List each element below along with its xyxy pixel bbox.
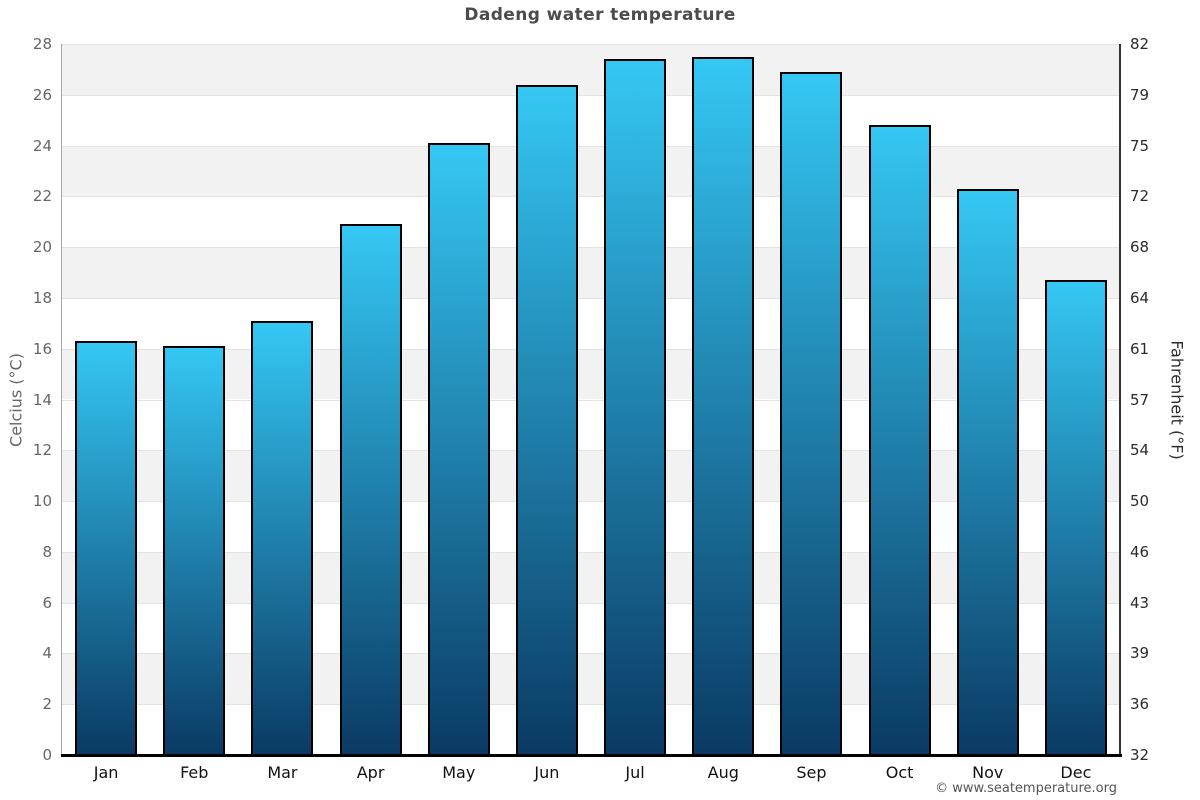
bar-mar (251, 320, 314, 755)
background-band-4-6 (62, 602, 1120, 654)
month-label-apr: Apr (356, 763, 385, 782)
celsius-tick-4: 4 (42, 644, 52, 663)
fahrenheit-tick-57: 57 (1130, 390, 1150, 409)
background-band-18-20 (62, 247, 1120, 298)
celsius-tick-16: 16 (32, 339, 52, 358)
bar-oct (868, 125, 931, 755)
bar-may (427, 143, 490, 755)
copyright-text: © www.seatemperature.org (935, 781, 1117, 796)
month-label-feb: Feb (180, 763, 209, 782)
bar-feb (163, 346, 226, 755)
fahrenheit-tick-46: 46 (1130, 542, 1150, 561)
fahrenheit-tick-64: 64 (1130, 288, 1150, 307)
x-axis-line (61, 754, 1122, 757)
fahrenheit-tick-43: 43 (1130, 593, 1150, 612)
bar-aug (692, 56, 755, 755)
fahrenheit-tick-32: 32 (1130, 746, 1150, 764)
background-band-6-8 (62, 551, 1120, 603)
fahrenheit-tick-68: 68 (1130, 238, 1150, 257)
background-band-0-2 (62, 704, 1120, 755)
background-band-8-10 (62, 501, 1120, 552)
celsius-tick-12: 12 (32, 441, 52, 460)
celsius-tick-2: 2 (42, 695, 52, 714)
celsius-tick-6: 6 (42, 593, 52, 612)
bar-dec (1044, 280, 1107, 755)
celsius-tick-22: 22 (32, 187, 52, 206)
celsius-tick-28: 28 (32, 35, 52, 53)
background-band-22-24 (62, 145, 1120, 197)
celsius-tick-8: 8 (42, 542, 52, 561)
fahrenheit-tick-54: 54 (1130, 441, 1150, 460)
background-band-24-26 (62, 94, 1120, 146)
background-band-20-22 (62, 196, 1120, 248)
plot-area (62, 44, 1120, 755)
month-label-mar: Mar (267, 763, 298, 782)
month-label-aug: Aug (707, 763, 739, 782)
month-label-jan: Jan (93, 763, 119, 782)
celsius-tick-10: 10 (32, 492, 52, 511)
fahrenheit-tick-39: 39 (1130, 644, 1150, 663)
fahrenheit-tick-82: 82 (1130, 35, 1150, 53)
celsius-tick-24: 24 (32, 136, 52, 155)
month-label-dec: Dec (1060, 763, 1092, 782)
celsius-tick-26: 26 (32, 85, 52, 104)
celsius-tick-18: 18 (32, 288, 52, 307)
bar-nov (956, 188, 1019, 755)
month-label-nov: Nov (972, 763, 1004, 782)
fahrenheit-tick-36: 36 (1130, 695, 1150, 714)
fahrenheit-tick-79: 79 (1130, 85, 1150, 104)
celsius-tick-14: 14 (32, 390, 52, 409)
celsius-tick-20: 20 (32, 238, 52, 257)
month-label-sep: Sep (796, 763, 827, 782)
fahrenheit-tick-50: 50 (1130, 492, 1150, 511)
fahrenheit-tick-72: 72 (1130, 187, 1150, 206)
fahrenheit-tick-75: 75 (1130, 136, 1150, 155)
background-band-2-4 (62, 653, 1120, 705)
bar-jan (75, 341, 138, 755)
month-label-may: May (442, 763, 476, 782)
celsius-axis-line (61, 44, 62, 755)
fahrenheit-axis-line (1119, 44, 1121, 755)
month-label-jun: Jun (534, 763, 560, 782)
fahrenheit-axis-title: Fahrenheit (°F) (1167, 340, 1187, 460)
month-label-jul: Jul (625, 763, 645, 782)
month-label-oct: Oct (885, 763, 914, 782)
bar-apr (339, 224, 402, 755)
bar-jun (515, 84, 578, 755)
chart-title: Dadeng water temperature (464, 5, 736, 25)
celsius-axis-title: Celcius (°C) (6, 353, 26, 447)
fahrenheit-tick-61: 61 (1130, 339, 1150, 358)
background-band-12-14 (62, 399, 1120, 451)
background-band-26-28 (62, 44, 1120, 95)
bar-jul (604, 59, 667, 755)
background-band-14-16 (62, 348, 1120, 400)
background-band-16-18 (62, 297, 1120, 349)
bar-sep (780, 71, 843, 755)
background-band-10-12 (62, 450, 1120, 502)
celsius-tick-0: 0 (42, 746, 52, 764)
